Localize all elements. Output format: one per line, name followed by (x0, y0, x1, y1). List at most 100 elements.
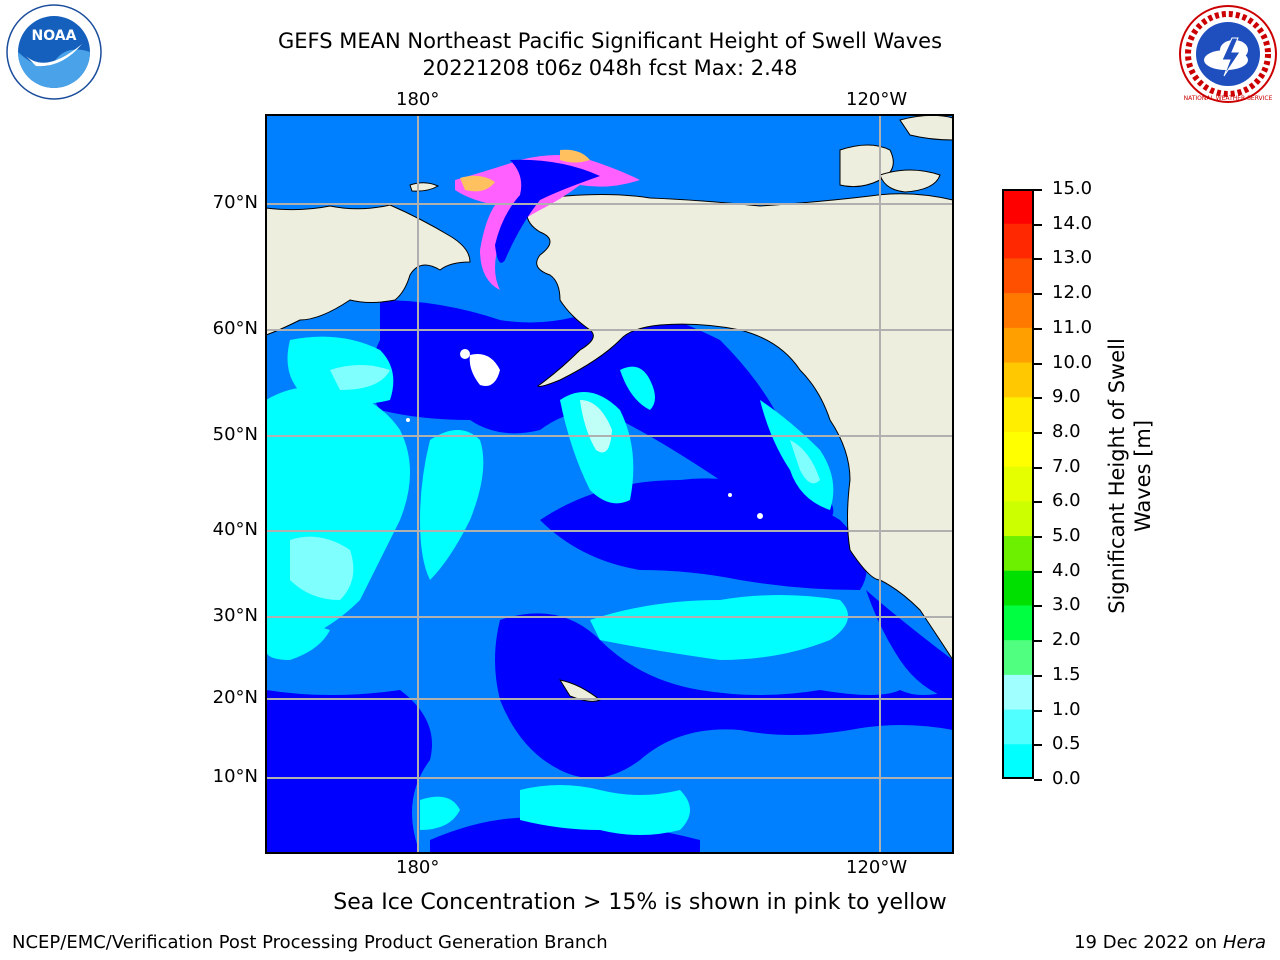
lat-label-30n: 30°N (212, 605, 258, 626)
colorbar-band (1002, 674, 1034, 711)
lat-label-50n: 50°N (212, 424, 258, 445)
colorbar-tick-mark (1034, 327, 1042, 330)
colorbar-band (1002, 640, 1034, 676)
map-fields (266, 115, 953, 853)
higher-swell-region (790, 440, 820, 484)
lat-label-70n: 70°N (212, 192, 258, 213)
colorbar-tick-mark (1034, 223, 1042, 226)
land-arctic-island (899, 115, 953, 141)
colorbar-tick-mark (1034, 605, 1042, 608)
sea-ice-region (460, 175, 495, 192)
colorbar-tick-label: 5.0 (1052, 525, 1081, 547)
colorbar-tick-label: 9.0 (1052, 386, 1081, 408)
colorbar-band (1002, 397, 1034, 433)
low-swell-region (540, 478, 867, 590)
lat-label-10n: 10°N (212, 766, 258, 787)
footer-credit: NCEP/EMC/Verification Post Processing Pr… (12, 932, 608, 953)
colorbar-tick-mark (1034, 293, 1042, 296)
colorbar-tick-mark (1034, 397, 1042, 400)
colorbar-tick-label: 8.0 (1052, 420, 1081, 442)
colorbar-tick-label: 1.0 (1052, 698, 1081, 720)
moderate-swell-region (620, 366, 655, 410)
footer-date-text: 19 Dec 2022 on (1074, 932, 1218, 953)
land-arctic-island (879, 169, 941, 193)
land-north-america (739, 329, 953, 661)
colorbar-band (1002, 466, 1034, 502)
nws-logo-text: NATIONAL WEATHER SERVICE (1184, 95, 1273, 102)
lat-label-60n: 60°N (212, 318, 258, 339)
sea-ice-region (560, 149, 590, 163)
lat-label-40n: 40°N (212, 519, 258, 540)
colorbar-tick-label: 1.5 (1052, 663, 1081, 685)
colorbar-band (1002, 501, 1034, 537)
colorbar-label-line1: Significant Height of Swell (1105, 338, 1129, 614)
colorbar-tick-label: 2.0 (1052, 629, 1081, 651)
colorbar-tick-label: 3.0 (1052, 594, 1081, 616)
higher-swell-region (290, 536, 354, 600)
chart-subtitle: 20221208 t06z 048h fcst Max: 2.48 (422, 56, 798, 80)
colorbar-tick-mark (1034, 674, 1042, 677)
no-data-patch (406, 418, 410, 422)
higher-swell-region (330, 365, 390, 390)
colorbar-tick-mark (1034, 536, 1042, 539)
lon-label-180-top: 180° (396, 89, 440, 110)
colorbar-tick-mark (1034, 709, 1042, 712)
colorbar-band (1002, 570, 1034, 606)
colorbar-band (1002, 431, 1034, 468)
colorbar-band (1002, 293, 1034, 329)
colorbar-tick-label: 0.0 (1052, 768, 1081, 789)
colorbar-tick-mark (1034, 640, 1042, 643)
lat-label-20n: 20°N (212, 687, 258, 708)
no-data-patch (728, 493, 732, 497)
colorbar-tick-label: 10.0 (1052, 351, 1093, 373)
lon-label-180-bottom: 180° (396, 857, 440, 878)
colorbar-tick-mark (1034, 570, 1042, 573)
colorbar-tick-label: 13.0 (1052, 247, 1093, 269)
lon-label-120w-bottom: 120°W (846, 857, 908, 878)
colorbar-band (1002, 605, 1034, 641)
colorbar-band (1002, 536, 1034, 572)
colorbar-tick-label: 11.0 (1052, 316, 1093, 338)
chart-title: GEFS MEAN Northeast Pacific Significant … (277, 29, 943, 53)
colorbar-label: Significant Height of Swell Waves [m] (1100, 306, 1160, 646)
noaa-logo-text: NOAA (32, 28, 77, 44)
footer-date: 19 Dec 2022 on Hera (1074, 932, 1266, 953)
graticule (266, 115, 953, 853)
moderate-swell-region (420, 796, 460, 830)
noaa-logo: NOAA (6, 4, 102, 100)
colorbar (1002, 189, 1034, 779)
no-data-patch (757, 513, 763, 519)
colorbar-tick-mark (1034, 431, 1042, 434)
colorbar-tick-label: 6.0 (1052, 490, 1081, 512)
moderate-swell-region (590, 595, 848, 660)
colorbar-tick-mark (1034, 189, 1042, 191)
colorbar-frame (1002, 189, 1034, 779)
colorbar-tick-label: 7.0 (1052, 455, 1081, 477)
low-swell-region (266, 690, 432, 853)
open-water-channel (495, 159, 600, 263)
colorbar-band (1002, 258, 1034, 294)
colorbar-tick-mark (1034, 362, 1042, 365)
land-alaska (526, 193, 953, 387)
colorbar-tick-label: 15.0 (1052, 178, 1093, 199)
nws-logo: NATIONAL WEATHER SERVICE (1179, 5, 1277, 103)
colorbar-tick-mark (1034, 501, 1042, 504)
colorbar-band (1002, 362, 1034, 398)
colorbar-band (1002, 709, 1034, 745)
colorbar-tick-mark (1034, 744, 1042, 747)
colorbar-band (1002, 189, 1034, 225)
map-frame (265, 114, 954, 854)
colorbar-band (1002, 744, 1034, 779)
colorbar-tick-label: 0.5 (1052, 733, 1081, 755)
sea-ice-region (455, 155, 640, 290)
low-swell-region (495, 613, 953, 778)
colorbar-tick-mark (1034, 466, 1042, 469)
highest-swell-region (580, 400, 612, 453)
moderate-swell-region (266, 620, 330, 660)
colorbar-tick-label: 4.0 (1052, 559, 1081, 581)
colorbar-tick-label: 14.0 (1052, 212, 1093, 234)
colorbar-band (1002, 223, 1034, 259)
footer-host: Hera (1222, 932, 1266, 953)
colorbar-label-line2: Waves [m] (1131, 419, 1155, 533)
lon-label-120w-top: 120°W (846, 89, 908, 110)
